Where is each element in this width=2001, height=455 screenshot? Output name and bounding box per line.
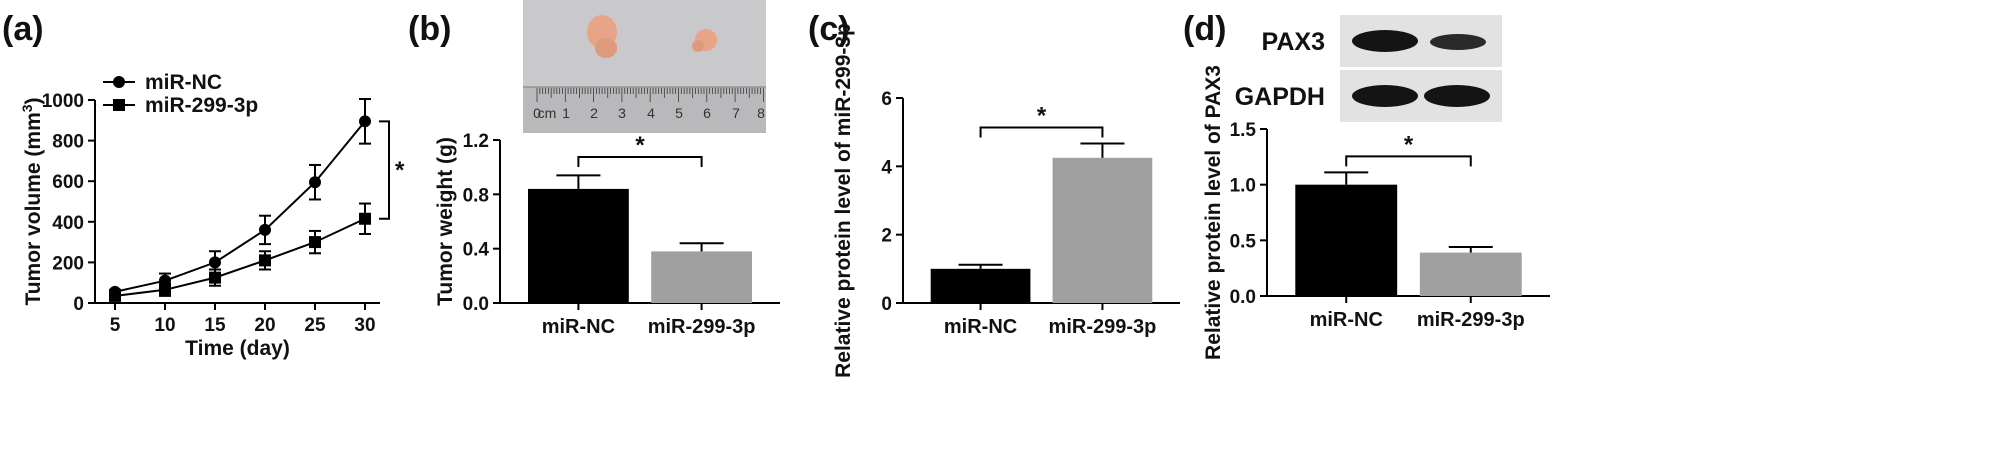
b-tumor-large-lobe	[595, 38, 617, 58]
a-xtick-label: 5	[110, 315, 121, 336]
a-x-axis-title: Time (day)	[185, 337, 290, 360]
b-bar-mir-299-3p	[651, 251, 752, 303]
d-blot-label: GAPDH	[1235, 83, 1325, 111]
b-ruler-number: 7	[732, 105, 740, 121]
c-significance-star: *	[1037, 102, 1047, 129]
b-ruler-number: 4	[647, 105, 655, 121]
b-category-label: miR-299-3p	[648, 316, 756, 338]
b-bar-mir-nc	[528, 188, 629, 303]
panel-label-a: (a)	[2, 10, 44, 48]
c-ytick-label: 4	[881, 157, 892, 178]
c-ytick-label: 6	[881, 89, 892, 110]
b-ruler-number: 2	[590, 105, 598, 121]
c-ytick-label: 0	[881, 294, 892, 315]
a-point-square	[309, 236, 321, 249]
a-legend-label: miR-299-3p	[145, 94, 258, 117]
a-point-square	[209, 271, 221, 284]
c-category-label: miR-299-3p	[1049, 316, 1157, 338]
a-legend-marker-square	[113, 99, 125, 111]
a-xtick-label: 25	[304, 315, 326, 336]
d-ytick-label: 0.5	[1230, 231, 1257, 252]
panel-label-d: (d)	[1183, 10, 1227, 48]
a-point-square	[109, 289, 121, 302]
b-ytick-label: 1.2	[463, 131, 489, 152]
c-significance-bracket	[979, 126, 1104, 138]
a-ytick-label: 800	[52, 132, 84, 153]
b-ytick-label: 0.8	[463, 185, 489, 206]
a-point-circle	[259, 223, 271, 236]
a-xtick-label: 30	[354, 315, 375, 336]
c-bar-mir-299-3p	[1052, 157, 1153, 303]
a-point-circle	[309, 176, 321, 189]
c-y-axis-title: Relative protein level of miR-299-3p	[832, 23, 855, 378]
c-category-label: miR-NC	[944, 316, 1017, 338]
a-ytick-label: 200	[52, 253, 84, 274]
a-series-line	[114, 120, 366, 293]
d-band-pax3-mir-nc	[1352, 30, 1418, 52]
a-ytick-label: 1000	[42, 91, 84, 112]
a-significance-star: *	[395, 157, 405, 184]
a-xtick-label: 10	[154, 315, 175, 336]
a-point-square	[259, 254, 271, 267]
b-significance-bracket	[577, 156, 703, 167]
d-significance-bracket	[1345, 155, 1472, 167]
d-ytick-label: 0.0	[1230, 287, 1256, 308]
d-band-gapdh-mir-299-3p	[1424, 85, 1490, 107]
a-ytick-label: 400	[52, 213, 84, 234]
b-tumor-photo: 0cm 1 2 3 4 5 6 7 8	[523, 0, 766, 133]
b-y-axis-title: Tumor weight (g)	[434, 137, 457, 306]
b-ruler-number: cm	[538, 105, 557, 121]
b-ruler-number: 8	[757, 105, 765, 121]
d-category-label: miR-299-3p	[1417, 309, 1525, 331]
c-ytick-label: 2	[881, 226, 892, 247]
d-western-blot: PAX3 GAPDH	[1235, 15, 1502, 122]
d-band-pax3-mir-299-3p	[1430, 34, 1486, 50]
d-ytick-label: 1.5	[1230, 120, 1257, 141]
a-ytick-label: 600	[52, 172, 84, 193]
c-bar-mir-nc	[930, 268, 1031, 303]
a-point-square	[359, 212, 371, 225]
a-point-circle	[359, 115, 371, 128]
b-ruler-number: 5	[675, 105, 683, 121]
d-significance-star: *	[1404, 131, 1414, 158]
b-ruler-number: 6	[703, 105, 711, 121]
b-ytick-label: 0.4	[463, 240, 490, 261]
b-tumor-small-lobe	[692, 40, 704, 52]
a-legend-marker-circle	[113, 76, 125, 88]
d-y-axis-title: Relative protein level of PAX3	[1202, 65, 1225, 360]
d-blot-label: PAX3	[1262, 28, 1325, 56]
d-bar-mir-299-3p	[1419, 252, 1522, 296]
a-point-circle	[209, 256, 221, 269]
b-category-label: miR-NC	[542, 316, 615, 338]
d-band-gapdh-mir-nc	[1352, 85, 1418, 107]
d-category-label: miR-NC	[1310, 309, 1383, 331]
a-significance-bracket	[379, 120, 390, 220]
a-xtick-label: 20	[254, 315, 275, 336]
b-significance-star: *	[635, 132, 645, 159]
b-ruler-number: 3	[618, 105, 626, 121]
b-ytick-label: 0.0	[463, 294, 489, 315]
a-legend-label: miR-NC	[145, 71, 222, 94]
panel-label-c: (c)	[808, 10, 850, 48]
a-xtick-label: 15	[204, 315, 226, 336]
b-ruler-number: 0	[533, 105, 541, 121]
d-ytick-label: 1.0	[1230, 176, 1256, 197]
a-point-square	[159, 283, 171, 296]
a-y-axis-title: Tumor volume (mm3)	[19, 97, 45, 305]
panel-label-b: (b)	[408, 10, 452, 48]
b-ruler-number: 1	[562, 105, 570, 121]
b-ruler-body	[523, 87, 766, 133]
a-series-line	[114, 217, 366, 297]
d-bar-mir-nc	[1295, 184, 1398, 296]
a-ytick-label: 0	[73, 294, 84, 315]
